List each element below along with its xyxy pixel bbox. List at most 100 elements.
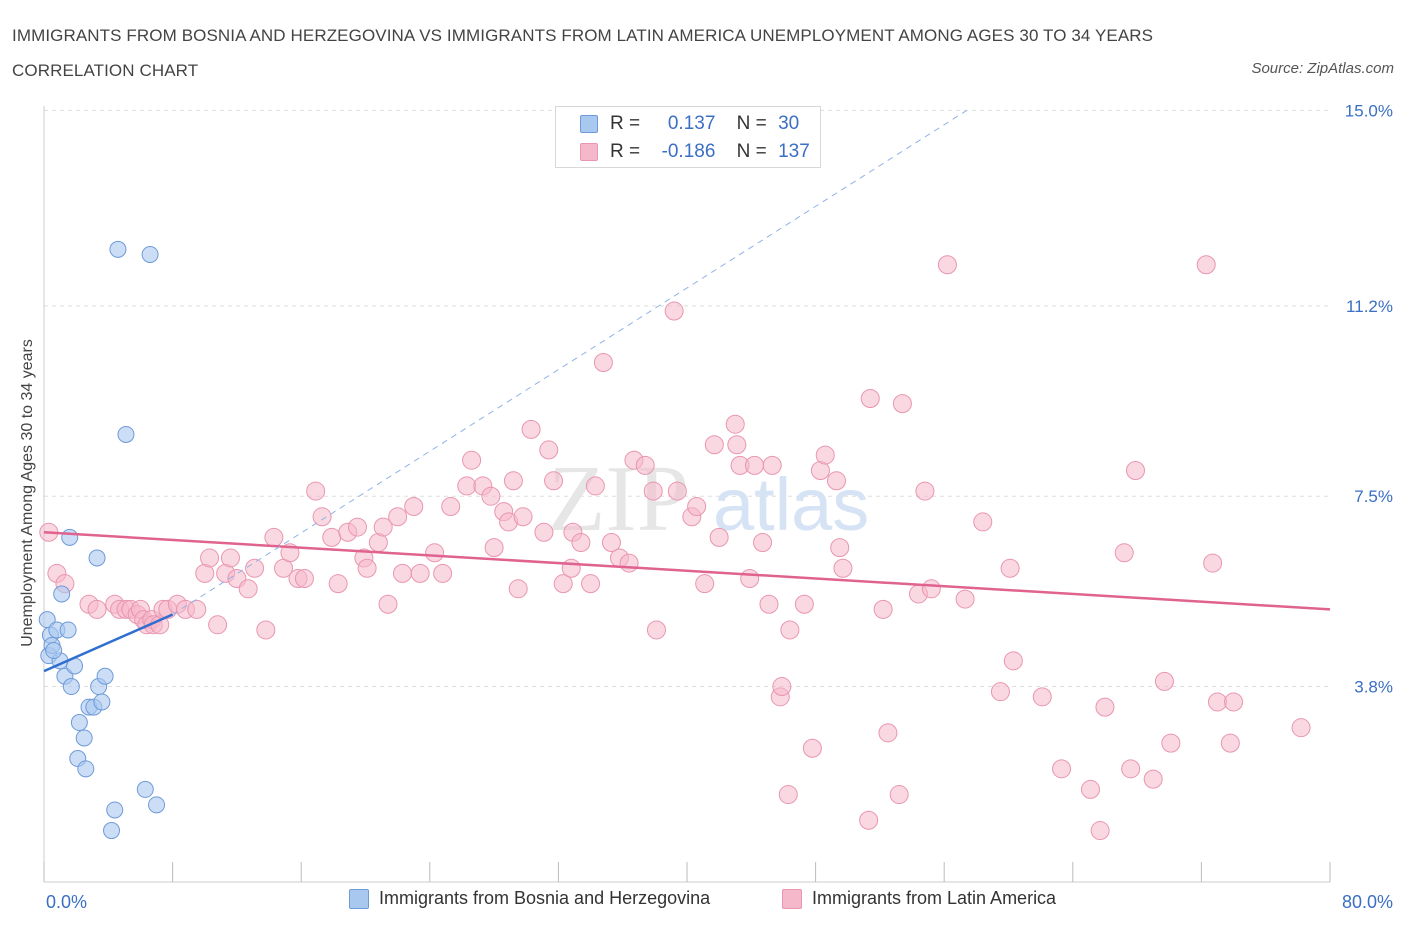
- pink-point: [826, 471, 846, 491]
- gridlines: [44, 109, 1330, 688]
- trend-lines: [43, 110, 1331, 673]
- pink-point: [1143, 769, 1163, 789]
- source-label: Source: ZipAtlas.com: [1251, 60, 1394, 77]
- pink-point: [619, 553, 639, 573]
- pink-point: [534, 522, 554, 542]
- pink-point: [433, 563, 453, 583]
- pink-point: [1090, 821, 1110, 841]
- pink-point: [759, 594, 779, 614]
- bottom-legend-label: Immigrants from Bosnia and Herzegovina: [379, 888, 711, 908]
- pink-point: [404, 497, 424, 517]
- legend-n-label: N =: [736, 141, 767, 162]
- pink-point: [1154, 671, 1174, 691]
- pink-point: [859, 810, 879, 830]
- pink-point: [328, 574, 348, 594]
- pink-point: [778, 785, 798, 805]
- legend-swatch-blue: [580, 114, 598, 133]
- blue-point: [45, 642, 63, 660]
- pink-point: [830, 538, 850, 558]
- watermark-atlas: atlas: [713, 463, 869, 546]
- blue-point: [62, 678, 80, 696]
- legend-row-bosnia: R = 0.137 N = 30: [580, 113, 799, 137]
- blue-point: [88, 549, 106, 567]
- legend-row-latin-america: R = -0.186 N = 137: [580, 141, 810, 165]
- pink-trend-line: [43, 530, 1331, 611]
- pink-point: [1196, 255, 1216, 275]
- blue-point: [96, 667, 114, 685]
- pink-point: [1203, 553, 1223, 573]
- pink-point: [544, 471, 564, 491]
- pink-point: [1032, 687, 1052, 707]
- bottom-legend-label: Immigrants from Latin America: [812, 888, 1057, 908]
- pink-point: [388, 507, 408, 527]
- pink-point: [481, 486, 501, 506]
- y-tick-label: 3.8%: [1354, 678, 1393, 697]
- pink-point: [1291, 718, 1311, 738]
- tick-labels: 3.8% 7.5% 11.2% 15.0% 0.0% 80.0%: [46, 101, 1393, 912]
- legend-r-value: 0.137: [667, 113, 716, 134]
- pink-point: [704, 435, 724, 455]
- pink-point: [889, 785, 909, 805]
- pink-point: [687, 497, 707, 517]
- x-tick-label-min: 0.0%: [46, 892, 87, 912]
- bottom-legend-swatch-pink: [782, 889, 802, 910]
- pink-point: [457, 476, 477, 496]
- blue-point: [106, 801, 124, 819]
- pink-point: [553, 574, 573, 594]
- pink-point: [740, 569, 760, 589]
- pink-point: [815, 445, 835, 465]
- pink-point: [322, 527, 342, 547]
- pink-point: [601, 533, 621, 553]
- pink-point: [695, 574, 715, 594]
- legend-r-label: R =: [610, 113, 641, 134]
- blue-point: [70, 714, 88, 732]
- blue-point: [61, 528, 79, 546]
- pink-point: [1224, 692, 1244, 712]
- pink-point: [581, 574, 601, 594]
- pink-point: [727, 435, 747, 455]
- pink-point: [187, 599, 207, 619]
- pink-point: [802, 738, 822, 758]
- pink-point: [306, 481, 326, 501]
- legend-r-value: -0.186: [661, 141, 716, 162]
- pink-point: [87, 599, 107, 619]
- pink-point: [245, 558, 265, 578]
- pink-point: [725, 414, 745, 434]
- pink-point: [513, 507, 533, 527]
- pink-point: [878, 723, 898, 743]
- blue-point: [136, 780, 154, 798]
- pink-point: [955, 589, 975, 609]
- pink-point: [1052, 759, 1072, 779]
- pink-point: [484, 538, 504, 558]
- blue-point: [141, 245, 159, 263]
- pink-point: [392, 563, 412, 583]
- pink-point: [373, 517, 393, 537]
- pink-point: [238, 579, 258, 599]
- blue-point: [103, 822, 121, 840]
- pink-point: [709, 527, 729, 547]
- pink-point: [1080, 779, 1100, 799]
- blue-point: [77, 760, 95, 778]
- pink-point: [873, 599, 893, 619]
- series-bosnia: [38, 240, 166, 840]
- pink-point: [892, 394, 912, 414]
- pink-point: [921, 579, 941, 599]
- pink-point: [635, 455, 655, 475]
- pink-point: [1114, 543, 1134, 563]
- pink-point: [915, 481, 935, 501]
- pink-point: [462, 450, 482, 470]
- pink-point: [762, 455, 782, 475]
- pink-point: [794, 594, 814, 614]
- correlation-legend: R = 0.137 N = 30 R = -0.186 N = 137: [555, 106, 821, 168]
- pink-point: [1207, 692, 1227, 712]
- chart-title: IMMIGRANTS FROM BOSNIA AND HERZEGOVINA V…: [12, 26, 1154, 80]
- pink-point: [667, 481, 687, 501]
- pink-point: [664, 301, 684, 321]
- y-tick-label: 11.2%: [1346, 297, 1393, 316]
- pink-point: [208, 615, 228, 635]
- pink-point: [521, 419, 541, 439]
- y-tick-label: 15.0%: [1345, 101, 1393, 120]
- pink-point: [1125, 460, 1145, 480]
- pink-point: [256, 620, 276, 640]
